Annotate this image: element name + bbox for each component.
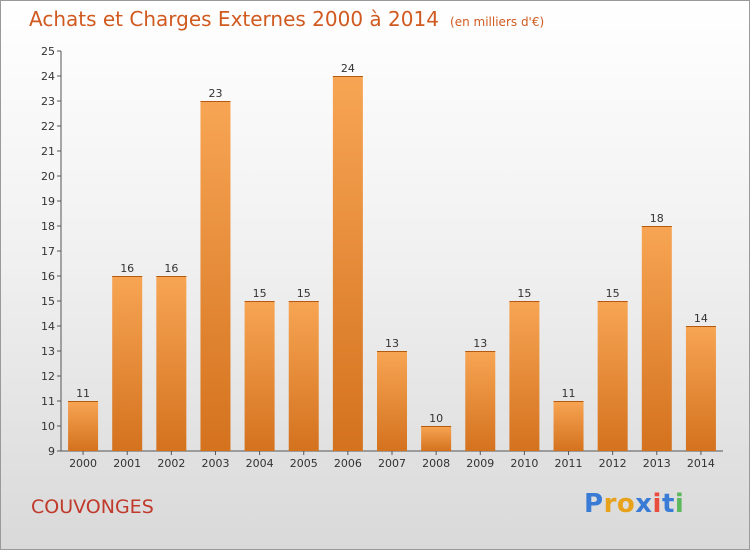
y-tick-label: 25 [41, 45, 55, 58]
bar-value-label: 18 [650, 212, 664, 225]
y-tick-label: 13 [41, 345, 55, 358]
logo-letter: o [616, 489, 636, 519]
bar-value-label: 24 [341, 62, 355, 75]
x-tick-label: 2009 [466, 457, 494, 470]
bar [288, 301, 319, 451]
y-tick-label: 24 [41, 70, 55, 83]
y-tick-label: 17 [41, 245, 55, 258]
y-tick-label: 21 [41, 145, 55, 158]
logo-letter: i [652, 489, 662, 519]
bar-value-label: 16 [120, 262, 134, 275]
logo-letter: i [674, 489, 685, 519]
bar-value-label: 15 [253, 287, 267, 300]
x-tick-label: 2011 [555, 457, 583, 470]
y-tick-label: 16 [41, 270, 55, 283]
bar-value-label: 14 [694, 312, 708, 325]
bar [68, 401, 99, 451]
bar [641, 226, 672, 451]
bar [200, 101, 231, 451]
logo-letter: P [584, 489, 604, 519]
y-tick-label: 20 [41, 170, 55, 183]
bar-value-label: 16 [164, 262, 178, 275]
bar [377, 351, 407, 451]
logo-letter: x [635, 489, 653, 519]
bars [68, 76, 716, 451]
x-tick-label: 2000 [69, 457, 97, 470]
axes: 9 10 11 12 13 14 15 16 17 18 19 20 21 22 23 24 25 [41, 45, 723, 458]
logo-letter: r [603, 489, 617, 519]
y-tick-label: 23 [41, 95, 55, 108]
y-tick-label: 14 [41, 320, 55, 333]
chart-title-unit: (en milliers d'€) [450, 15, 545, 29]
y-tick-label: 10 [41, 420, 55, 433]
x-tick-label: 2010 [510, 457, 538, 470]
x-tick-label: 2002 [157, 457, 185, 470]
bar [421, 426, 452, 451]
bar [112, 276, 143, 451]
bar [509, 301, 540, 451]
x-tick-label: 2013 [643, 457, 671, 470]
bar [685, 326, 716, 451]
bar [244, 301, 275, 451]
y-tick-label: 15 [41, 295, 55, 308]
bar [597, 301, 628, 451]
bar [156, 276, 187, 451]
bar-value-label: 10 [429, 412, 443, 425]
labels: 11 2000 16 2001 16 2002 23 2003 15 2004 15 2005 24 20… [69, 62, 715, 470]
x-tick-label: 2003 [201, 457, 229, 470]
x-tick-label: 2007 [378, 457, 406, 470]
x-tick-label: 2008 [422, 457, 450, 470]
bar-value-label: 11 [76, 387, 90, 400]
y-tick-label: 22 [41, 120, 55, 133]
x-tick-label: 2014 [687, 457, 715, 470]
x-tick-label: 2006 [334, 457, 362, 470]
bar-value-label: 23 [208, 87, 222, 100]
x-tick-label: 2004 [246, 457, 274, 470]
y-tick-label: 9 [48, 445, 55, 458]
bar-value-label: 15 [606, 287, 620, 300]
bar [553, 401, 584, 451]
bar-value-label: 13 [473, 337, 487, 350]
bar [465, 351, 496, 451]
x-tick-label: 2001 [113, 457, 141, 470]
bar-value-label: 15 [297, 287, 311, 300]
y-tick-label: 12 [41, 370, 55, 383]
bar [332, 76, 363, 451]
y-tick-label: 11 [41, 395, 55, 408]
chart-title: Achats et Charges Externes 2000 à 2014 (… [29, 7, 544, 31]
bar-value-label: 15 [517, 287, 531, 300]
proxiti-logo: Proxiti [584, 489, 684, 519]
x-tick-label: 2005 [290, 457, 318, 470]
chart-title-main: Achats et Charges Externes 2000 à 2014 [29, 7, 439, 31]
x-tick-label: 2012 [599, 457, 627, 470]
bar-value-label: 13 [385, 337, 399, 350]
commune-name: COUVONGES [31, 496, 154, 518]
y-tick-label: 19 [41, 195, 55, 208]
y-tick-label: 18 [41, 220, 55, 233]
logo-letter: t [661, 489, 675, 519]
bar-value-label: 11 [562, 387, 576, 400]
